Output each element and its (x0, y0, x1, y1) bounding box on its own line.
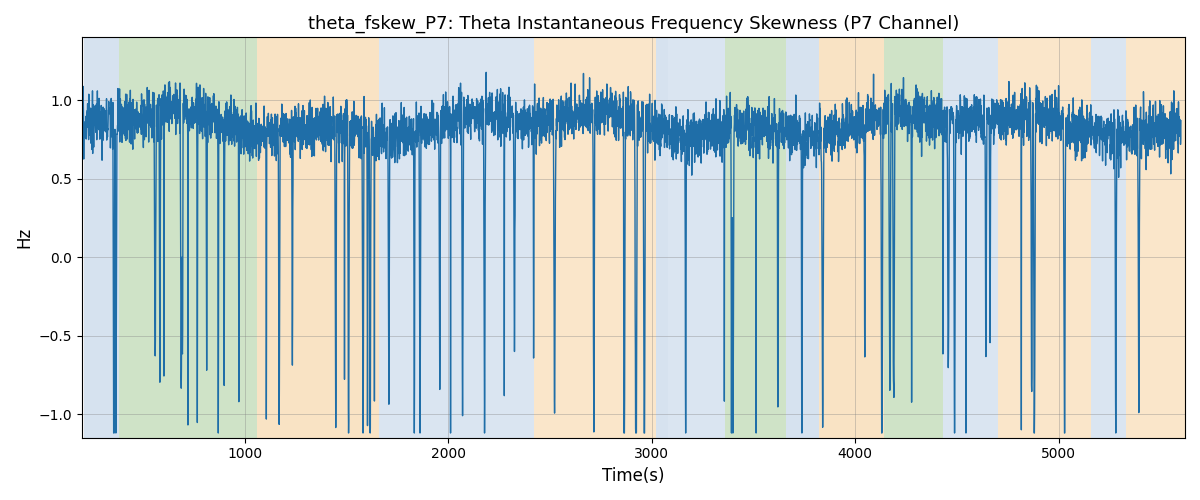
Y-axis label: Hz: Hz (14, 227, 32, 248)
Bar (379, 38, 534, 438)
Bar (668, 38, 725, 438)
Bar (818, 38, 883, 438)
Bar (119, 38, 257, 438)
Bar (997, 38, 1091, 438)
Bar (1126, 38, 1186, 438)
Bar (664, 38, 668, 438)
Bar (257, 38, 379, 438)
Bar (883, 38, 943, 438)
Bar (1091, 38, 1126, 438)
Bar (84, 38, 119, 438)
Title: theta_fskew_P7: Theta Instantaneous Frequency Skewness (P7 Channel): theta_fskew_P7: Theta Instantaneous Freq… (307, 15, 959, 34)
X-axis label: Time(s): Time(s) (602, 467, 665, 485)
Bar (656, 38, 664, 438)
Bar (725, 38, 786, 438)
Bar (786, 38, 818, 438)
Bar (534, 38, 656, 438)
Bar (943, 38, 997, 438)
